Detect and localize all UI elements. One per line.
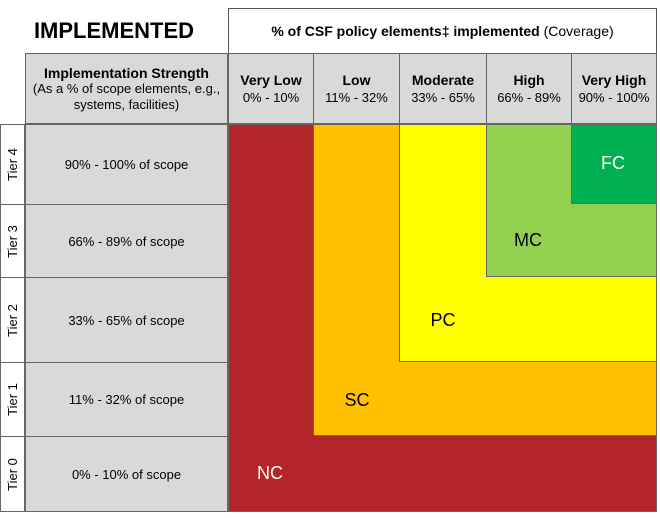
strength-title: Implementation Strength bbox=[44, 64, 209, 81]
col-very-high: Very High 90% - 100% bbox=[571, 53, 657, 124]
scope-tier-2: 33% - 65% of scope bbox=[25, 277, 228, 363]
scope-tier-0: 0% - 10% of scope bbox=[25, 436, 228, 512]
scope-tier-1: 11% - 32% of scope bbox=[25, 362, 228, 437]
scope-tier-4: 90% - 100% of scope bbox=[25, 124, 228, 205]
tier-0: Tier 0 bbox=[0, 436, 25, 512]
tier-4: Tier 4 bbox=[0, 124, 25, 205]
label-pc: PC bbox=[430, 309, 456, 330]
region-fc bbox=[571, 124, 657, 204]
col-moderate: Moderate 33% - 65% bbox=[399, 53, 487, 124]
tier-3: Tier 3 bbox=[0, 204, 25, 278]
col-high: High 66% - 89% bbox=[486, 53, 572, 124]
coverage-title: % of CSF policy elements‡ implemented bbox=[271, 23, 540, 39]
strength-header: Implementation Strength (As a % of scope … bbox=[25, 53, 228, 124]
label-mc: MC bbox=[514, 229, 542, 250]
scope-tier-3: 66% - 89% of scope bbox=[25, 204, 228, 278]
label-fc: FC bbox=[601, 152, 625, 173]
tier-1: Tier 1 bbox=[0, 362, 25, 437]
strength-subtitle: (As a % of scope elements, e.g., systems… bbox=[32, 80, 221, 112]
coverage-header: % of CSF policy elements‡ implemented (C… bbox=[228, 8, 657, 54]
tier-2: Tier 2 bbox=[0, 277, 25, 363]
col-very-low: Very Low 0% - 10% bbox=[228, 53, 314, 124]
diagram-title: IMPLEMENTED bbox=[33, 17, 195, 43]
col-low: Low 11% - 32% bbox=[313, 53, 400, 124]
label-nc: NC bbox=[257, 462, 283, 483]
coverage-label: (Coverage) bbox=[543, 23, 614, 39]
label-sc: SC bbox=[344, 389, 370, 410]
